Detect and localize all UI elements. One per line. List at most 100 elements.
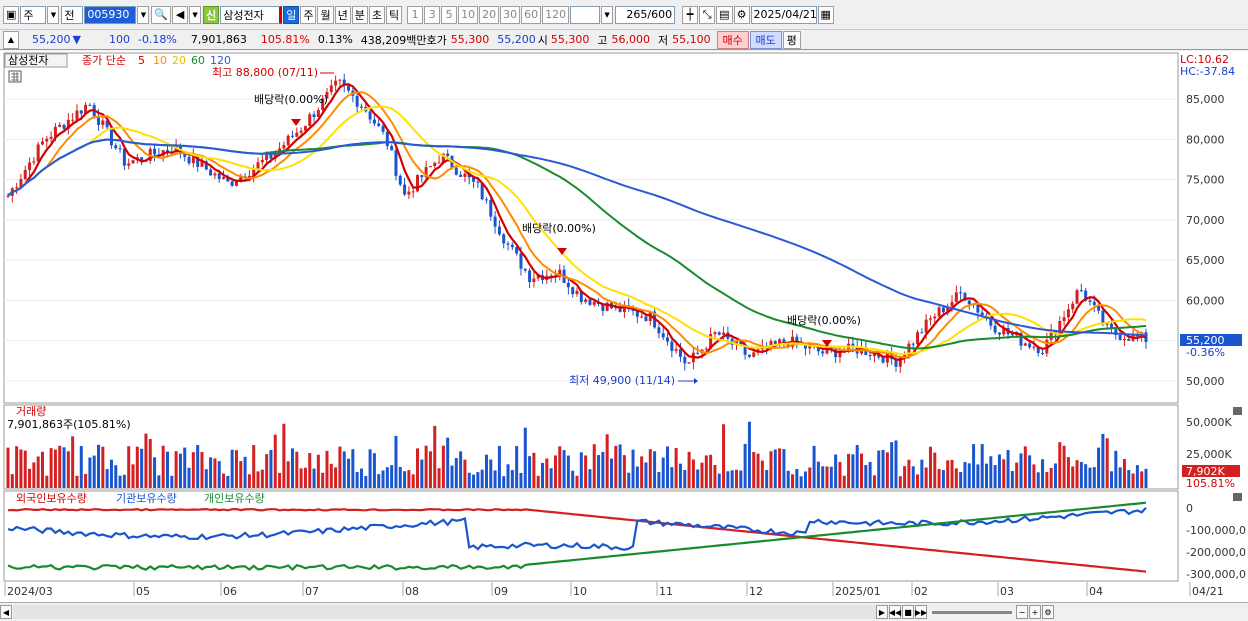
volume-bar [1088,467,1092,488]
volume-bar [851,454,855,488]
candle [265,153,269,160]
volume-bar [222,473,226,488]
volume-panel-close-icon[interactable] [1233,407,1242,415]
chart-scrollbar[interactable]: ◀ ▶ ◀◀ ■ ▶▶ − + ⚙ [0,602,1248,621]
ma-10-legend[interactable]: 10 [153,54,167,67]
volume-bar [484,454,488,488]
chevron-down-icon[interactable]: ▼ [47,5,60,24]
scroll-left-icon[interactable]: ◀ [0,605,12,619]
volume-bar [446,437,450,488]
collapse-icon[interactable]: ▲ [3,30,19,49]
stock-chart[interactable]: 85,00080,00075,00070,00065,00060,00055,0… [0,51,1248,602]
current-volume-axis: 7,902K [1186,465,1225,478]
fast-forward-icon[interactable]: ▶▶ [915,605,927,619]
volume-bar [1032,464,1036,488]
buy-button[interactable]: 매수 [716,30,749,49]
candle [773,341,777,344]
save-icon[interactable]: ▤ [716,5,733,24]
search-icon[interactable]: 🔍 [151,5,172,24]
candle [1010,334,1014,336]
period-minute[interactable]: 분 [351,5,368,24]
draw-tool-icon[interactable]: ⤡ [699,5,716,24]
candle [502,234,506,244]
zoom-slider[interactable] [932,610,1012,614]
candle [463,173,467,177]
period-day[interactable]: 일 [283,5,300,24]
holding-panel-close-icon[interactable] [1233,493,1242,501]
stock-name-tag[interactable] [4,53,68,68]
candle [183,154,187,157]
individual-holding-legend[interactable]: 개인보유수량 [204,492,265,505]
volume-bar [743,443,747,488]
gear-icon[interactable]: ⚙ [733,5,750,24]
candle [1045,339,1049,354]
period-tick[interactable]: 틱 [385,5,403,24]
candle [390,146,394,151]
volume-bar [661,457,665,488]
candle [674,349,678,351]
institution-holding-legend[interactable]: 기관보유수량 [116,492,177,505]
date-input[interactable]: 2025/04/21 [750,5,817,24]
interval-120[interactable]: 120 [542,5,570,24]
volume-bar [920,459,924,488]
ma-60-legend[interactable]: 60 [191,54,205,67]
period-week[interactable]: 주 [300,5,317,24]
sell-button[interactable]: 매도 [749,30,782,49]
volume-bar [834,454,838,488]
window-menu-icon[interactable]: ▣ [3,5,20,24]
candle [631,308,635,311]
volume-bar [295,451,299,488]
ma-5-legend[interactable]: 5 [138,54,145,67]
period-year[interactable]: 년 [334,5,351,24]
grid-toggle-icon[interactable] [8,70,22,83]
calendar-icon[interactable]: ▦ [817,5,834,24]
eval-button[interactable]: 평 [782,30,801,49]
candle [967,300,971,305]
chart-type-icon[interactable]: ┿ [682,5,699,24]
interval-10[interactable]: 10 [458,5,479,24]
interval-custom-input[interactable] [570,5,601,24]
candle [459,174,463,177]
stop-icon[interactable]: ■ [902,605,914,619]
zoom-out-icon[interactable]: − [1016,605,1028,619]
mode-select[interactable]: 전 [61,5,84,24]
candle [868,355,872,357]
interval-5[interactable]: 5 [441,5,458,24]
open-price: 55,300 [550,33,590,46]
volume-bar [467,472,471,488]
candle [334,80,338,86]
period-month[interactable]: 월 [317,5,334,24]
interval-1[interactable]: 1 [407,5,424,24]
candle [291,135,294,137]
scroll-right-icon[interactable]: ▶ [876,605,888,619]
code-dropdown-icon[interactable]: ▼ [137,5,150,24]
candle [959,292,963,294]
volume-bar [148,439,152,488]
count-input[interactable]: 265/600 [615,5,676,24]
interval-30[interactable]: 30 [500,5,521,24]
speaker-icon[interactable]: ◀ [172,5,189,24]
trade-amount: 438,209백만 [360,33,427,47]
interval-60[interactable]: 60 [521,5,542,24]
foreign-holding-legend[interactable]: 외국인보유수량 [16,492,87,505]
interval-20[interactable]: 20 [479,5,500,24]
speaker-dropdown-icon[interactable]: ▼ [189,5,202,24]
settings-icon[interactable]: ⚙ [1042,605,1054,619]
scroll-track[interactable] [13,605,876,619]
candle [131,160,135,164]
ma-20-legend[interactable]: 20 [172,54,186,67]
market-select[interactable]: 주 [20,5,47,24]
period-second[interactable]: 초 [368,5,385,24]
credit-badge[interactable]: 신 [203,5,220,24]
rewind-icon[interactable]: ◀◀ [889,605,901,619]
candle [881,357,885,363]
zoom-in-icon[interactable]: + [1029,605,1041,619]
candle [1062,317,1066,322]
interval-3[interactable]: 3 [424,5,441,24]
interval-dropdown-icon[interactable]: ▼ [601,5,614,24]
ma-120-legend[interactable]: 120 [210,54,231,67]
volume-bar [847,453,851,488]
quote-bar: ▲ 55,200 ▼ 100 -0.18% 7,901,863 105.81% … [0,30,1248,50]
stock-code-input[interactable]: 005930 [84,5,137,24]
candle [898,357,902,367]
